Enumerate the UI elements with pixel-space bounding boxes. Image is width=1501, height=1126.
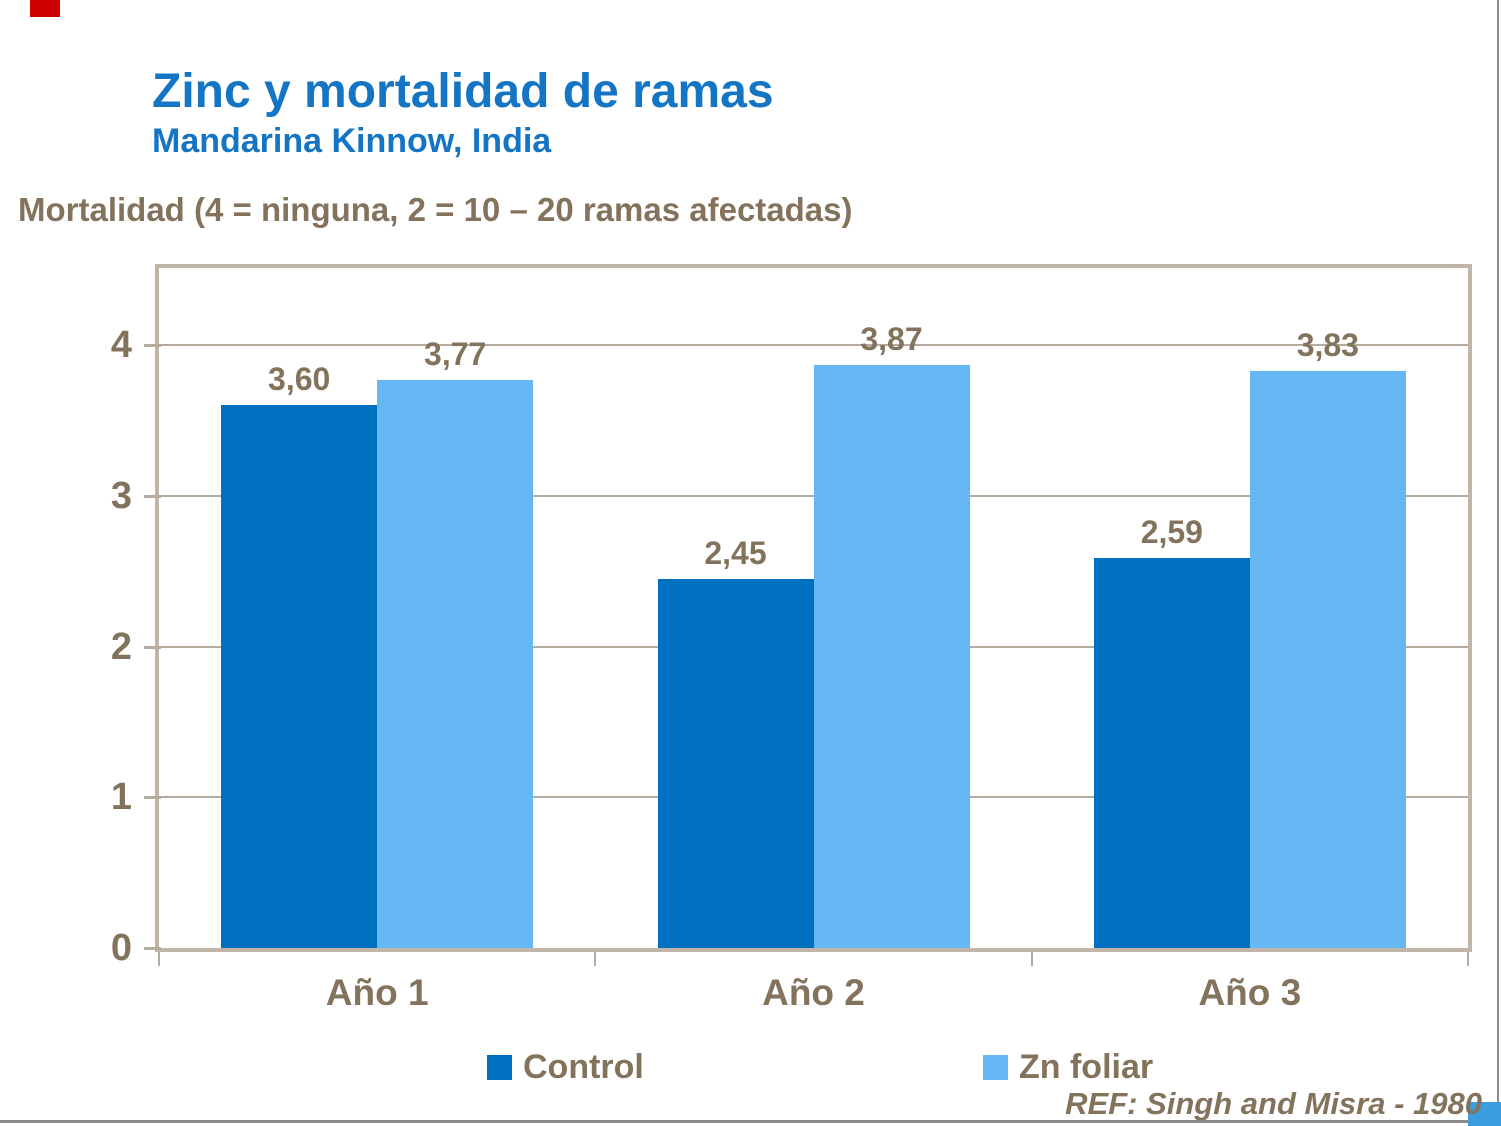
legend-swatch-zn-foliar [983, 1054, 1008, 1080]
bar-zn-foliar-3 [1249, 370, 1406, 948]
y-axis-tick-label-1: 1 [110, 776, 132, 819]
legend-label-zn-foliar: Zn foliar [1019, 1048, 1154, 1086]
bar-control-3 [1093, 557, 1250, 948]
x-axis-category-label-3: Año 3 [1198, 972, 1302, 1013]
y-axis-tick-0 [144, 947, 161, 950]
reference-citation: REF: Singh and Misra - 1980 [1065, 1086, 1482, 1121]
bar-value-zn-foliar-2: 3,87 [860, 320, 923, 357]
x-axis-tick-3 [1467, 952, 1469, 966]
bar-value-control-2: 2,45 [704, 534, 767, 571]
bar-control-2 [657, 578, 814, 948]
legend-item-zn-foliar: Zn foliar [983, 1050, 1153, 1084]
legend-item-control: Control [487, 1050, 644, 1084]
slide-subtitle: Mandarina Kinnow, India [152, 122, 552, 160]
bar-value-control-1: 3,60 [268, 361, 331, 398]
y-axis-tick-label-2: 2 [110, 625, 132, 668]
bar-control-1 [221, 405, 378, 948]
y-axis-tick-label-0: 0 [110, 927, 132, 969]
x-axis-tick-0 [158, 952, 160, 966]
y-axis-tick-label-4: 4 [110, 324, 132, 366]
y-axis-tick-label-3: 3 [110, 474, 132, 517]
bar-zn-foliar-1 [377, 379, 534, 948]
bar-value-control-3: 2,59 [1140, 513, 1203, 550]
x-axis-tick-2 [1030, 952, 1033, 966]
y-axis-tick-2 [144, 645, 161, 649]
right-edge-divider [1497, 0, 1499, 1126]
bar-value-zn-foliar-1: 3,77 [424, 335, 487, 372]
red-corner-accent [30, 0, 60, 17]
slide-title: Zinc y mortalidad de ramas [152, 65, 774, 118]
blue-corner-accent [1468, 1102, 1501, 1126]
x-axis-category-label-1: Año 1 [325, 972, 429, 1013]
gridline-4 [159, 344, 1468, 346]
y-axis-tick-4 [144, 344, 161, 347]
x-axis-category-label-2: Año 2 [762, 972, 865, 1013]
y-axis-tick-1 [144, 796, 161, 800]
legend-swatch-control [487, 1054, 512, 1080]
legend-label-control: Control [523, 1048, 644, 1086]
y-axis-tick-3 [144, 494, 161, 498]
bar-zn-foliar-2 [813, 364, 970, 948]
bottom-edge-divider [0, 1120, 1501, 1123]
bar-value-zn-foliar-3: 3,83 [1296, 326, 1359, 363]
y-axis-note: Mortalidad (4 = ninguna, 2 = 10 – 20 ram… [18, 191, 853, 228]
x-axis-tick-1 [594, 952, 597, 966]
